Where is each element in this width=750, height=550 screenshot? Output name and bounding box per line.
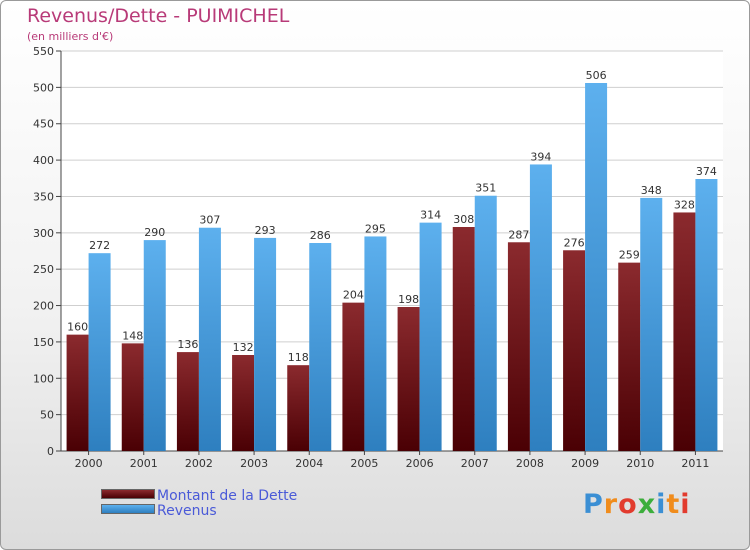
y-tick-label: 100 xyxy=(33,372,54,385)
logo-letter: x xyxy=(637,489,657,520)
x-tick-label: 2007 xyxy=(461,457,489,470)
y-tick-label: 500 xyxy=(33,81,54,94)
x-tick-label: 2005 xyxy=(350,457,378,470)
logo-letter: r xyxy=(603,489,619,520)
data-label-revenus-2005: 295 xyxy=(365,222,386,235)
logo-letter: i xyxy=(656,489,667,520)
data-label-revenus-2010: 348 xyxy=(641,184,662,197)
bar-revenus-2002 xyxy=(198,227,221,451)
y-tick-label: 550 xyxy=(33,45,54,58)
bar-revenus-2008 xyxy=(529,164,552,452)
x-tick-label: 2000 xyxy=(75,457,103,470)
bar-revenus-2009 xyxy=(585,83,608,451)
x-tick-label: 2003 xyxy=(240,457,268,470)
chart-title: Revenus/Dette - PUIMICHEL xyxy=(27,5,290,27)
bar-revenus-2004 xyxy=(309,243,332,451)
x-tick-label: 2008 xyxy=(516,457,544,470)
x-tick-label: 2009 xyxy=(571,457,599,470)
bar-revenus-2007 xyxy=(474,195,497,451)
logo-letter: o xyxy=(618,489,638,520)
proxiti-logo: Proxiti xyxy=(583,489,691,520)
bar-debt-2000 xyxy=(66,334,89,451)
y-tick-label: 50 xyxy=(40,409,54,422)
data-label-debt-2003: 132 xyxy=(233,341,254,354)
x-tick-label: 2010 xyxy=(626,457,654,470)
x-tick-label: 2002 xyxy=(185,457,213,470)
bar-debt-2010 xyxy=(618,262,641,451)
y-tick-label: 200 xyxy=(33,300,54,313)
bar-revenus-2006 xyxy=(419,222,442,451)
data-label-revenus-2007: 351 xyxy=(475,182,496,195)
chart-subtitle: (en milliers d'€) xyxy=(27,30,114,43)
data-label-debt-2005: 204 xyxy=(343,289,364,302)
x-tick-label: 2006 xyxy=(406,457,434,470)
data-label-revenus-2009: 506 xyxy=(586,69,607,82)
data-label-debt-2010: 259 xyxy=(619,249,640,262)
bar-debt-2008 xyxy=(507,242,530,451)
data-label-revenus-2000: 272 xyxy=(89,239,110,252)
legend-swatch-dette xyxy=(101,489,155,499)
bar-debt-2001 xyxy=(121,343,144,451)
data-label-revenus-2001: 290 xyxy=(144,226,165,239)
data-label-revenus-2003: 293 xyxy=(255,224,276,237)
y-tick-label: 350 xyxy=(33,190,54,203)
data-label-debt-2006: 198 xyxy=(398,293,419,306)
y-tick-label: 0 xyxy=(47,445,54,458)
legend-label-revenus: Revenus xyxy=(157,503,217,519)
y-tick-label: 400 xyxy=(33,154,54,167)
logo-letter: i xyxy=(680,489,691,520)
bar-revenus-2003 xyxy=(254,237,277,451)
legend-swatch-revenus xyxy=(101,504,155,514)
data-label-revenus-2002: 307 xyxy=(199,214,220,227)
data-label-debt-2000: 160 xyxy=(67,321,88,334)
y-tick-label: 250 xyxy=(33,263,54,276)
data-label-debt-2001: 148 xyxy=(122,329,143,342)
x-tick-label: 2001 xyxy=(130,457,158,470)
x-tick-label: 2004 xyxy=(295,457,323,470)
plot-area xyxy=(61,51,723,451)
y-tick-label: 300 xyxy=(33,227,54,240)
x-tick-label: 2011 xyxy=(681,457,709,470)
bar-debt-2006 xyxy=(397,307,420,451)
y-tick-label: 150 xyxy=(33,336,54,349)
data-label-debt-2007: 308 xyxy=(453,213,474,226)
bar-debt-2003 xyxy=(232,355,255,451)
data-label-revenus-2011: 374 xyxy=(696,165,717,178)
legend-label-dette: Montant de la Dette xyxy=(157,488,298,504)
bar-debt-2009 xyxy=(563,250,586,451)
data-label-revenus-2006: 314 xyxy=(420,209,441,222)
logo-letter: t xyxy=(666,489,681,520)
data-label-revenus-2004: 286 xyxy=(310,229,331,242)
bar-debt-2005 xyxy=(342,302,365,451)
bar-revenus-2005 xyxy=(364,236,387,451)
bar-debt-2002 xyxy=(176,352,199,451)
bar-revenus-2001 xyxy=(143,240,166,451)
y-tick-label: 450 xyxy=(33,118,54,131)
data-label-debt-2011: 328 xyxy=(674,198,695,211)
bar-revenus-2010 xyxy=(640,197,663,451)
logo-letter: P xyxy=(583,489,604,520)
data-label-debt-2008: 287 xyxy=(508,228,529,241)
data-label-debt-2009: 276 xyxy=(564,236,585,249)
bar-revenus-2000 xyxy=(88,253,111,451)
bar-debt-2011 xyxy=(673,212,696,451)
data-label-debt-2002: 136 xyxy=(177,338,198,351)
data-label-debt-2004: 118 xyxy=(288,351,309,364)
bar-debt-2004 xyxy=(287,365,310,451)
bar-revenus-2011 xyxy=(695,179,718,451)
data-label-revenus-2008: 394 xyxy=(530,150,551,163)
bar-debt-2007 xyxy=(452,227,475,451)
